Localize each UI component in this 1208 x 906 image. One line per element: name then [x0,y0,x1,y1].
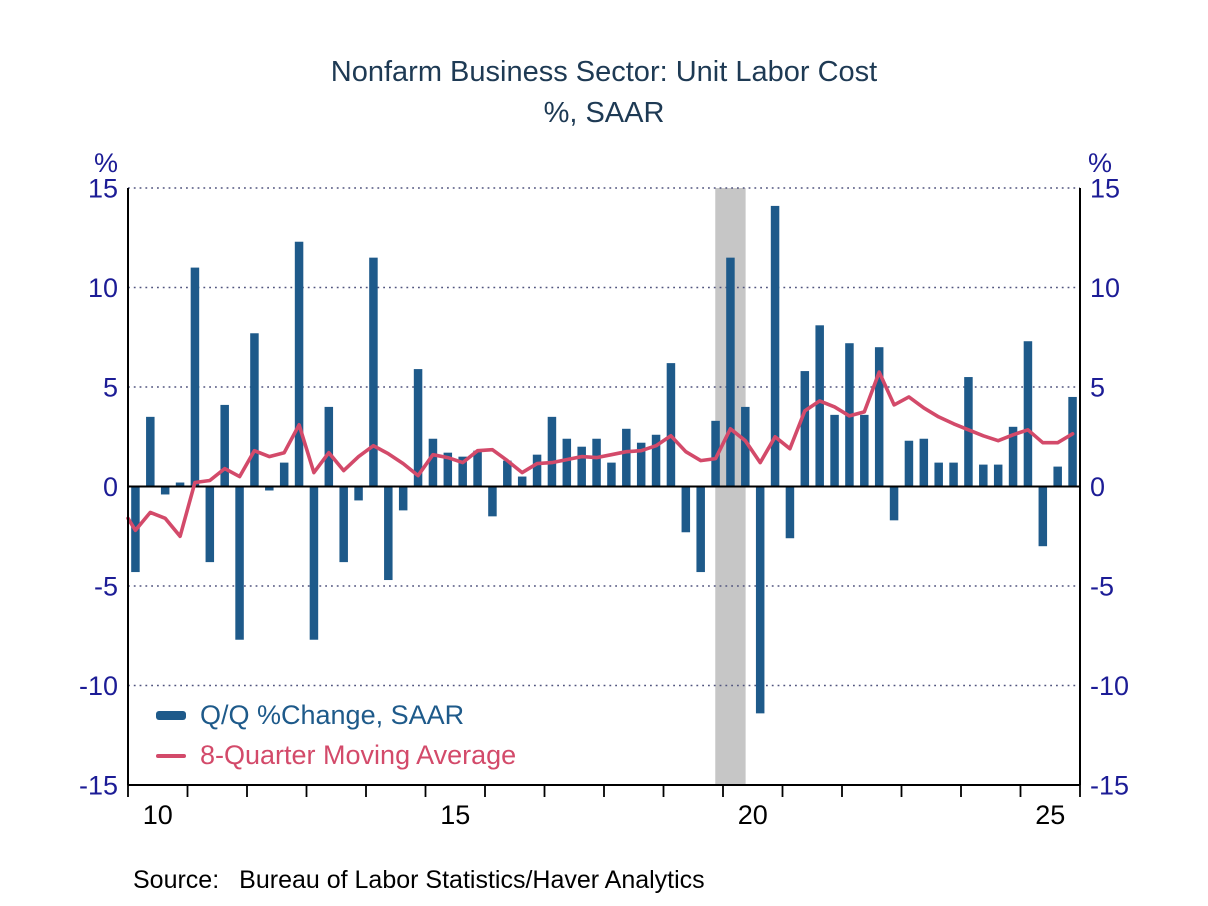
x-tick-label: 10 [143,800,173,830]
legend-label-line: 8-Quarter Moving Average [200,740,517,770]
source-text: Bureau of Labor Statistics/Haver Analyti… [239,866,705,894]
y-tick-label-left: -10 [79,671,118,701]
page-title: Nonfarm Business Sector: Unit Labor Cost… [0,52,1208,134]
bar [755,486,765,714]
bar [146,416,155,487]
bar [770,205,780,487]
bar [919,438,929,487]
chart-title-line2: %, SAAR [543,97,665,129]
bar [904,440,914,487]
moving-average-line [126,370,1075,539]
y-axis-unit-right: % [1088,148,1112,178]
bar [175,482,185,487]
bar [785,486,795,539]
bar [800,371,810,487]
bar [458,456,467,487]
bar [205,486,215,563]
bar [473,450,482,487]
bar [324,406,334,487]
y-tick-label-right: -10 [1090,671,1129,701]
bar [428,438,438,487]
bar [279,462,289,487]
y-tick-label-right: 10 [1090,273,1120,303]
bar [860,414,869,487]
y-tick-label-right: 5 [1090,373,1105,403]
bar [651,434,661,487]
x-tick-label: 25 [1035,800,1065,830]
bar [607,462,616,487]
bar [934,462,943,487]
bar [1053,466,1062,487]
y-tick-label-right: -15 [1090,771,1129,801]
bar [384,486,393,581]
bar [993,464,1003,487]
bar [443,452,453,487]
bar [354,486,363,501]
bar [726,257,735,487]
bar [235,486,244,640]
y-tick-label-left: 5 [103,373,118,403]
legend-item-bars: Q/Q %Change, SAAR [156,700,516,731]
source-label: Source: [133,866,220,894]
legend: Q/Q %Change, SAAR 8-Quarter Moving Avera… [156,700,516,771]
y-axis-unit-left: % [94,148,118,178]
y-tick-label-right: 15 [1090,174,1120,204]
bar [1023,341,1033,487]
bar [577,446,586,487]
bar [1068,396,1077,487]
bar [339,486,348,563]
y-tick-label-left: 10 [88,273,118,303]
bar [398,486,408,511]
y-tick-label-right: -5 [1090,572,1114,602]
bar [517,476,527,487]
y-tick-label-right: 0 [1090,472,1105,502]
bar-series-swatch-icon [156,711,186,720]
bar [830,414,839,487]
bar [160,486,170,495]
bar [964,377,973,487]
chart-title-line1: Nonfarm Business Sector: Unit Labor Cost [330,56,878,88]
bar [622,428,631,487]
legend-item-line: 8-Quarter Moving Average [156,740,516,771]
bar [1008,426,1018,487]
bar [413,369,423,487]
bar [979,464,988,487]
bar [636,442,646,487]
x-tick-label: 20 [738,800,768,830]
bar [190,267,200,487]
bar [488,486,497,517]
bar [889,486,899,521]
bar [369,257,378,487]
bar [592,438,601,487]
bar [711,420,720,487]
bar [250,333,259,487]
x-tick-label: 15 [440,800,470,830]
bar [220,404,229,487]
bar [874,347,884,487]
bar [815,325,824,487]
bar [547,416,557,487]
y-tick-label-left: -15 [79,771,118,801]
bar [309,486,319,640]
legend-label-bars: Q/Q %Change, SAAR [200,700,465,730]
bar [696,486,705,573]
bar [532,454,542,487]
bar [949,462,958,487]
bar [503,460,512,487]
line-series-swatch-icon [156,753,186,758]
bar [294,241,304,487]
bar [681,486,691,533]
y-tick-label-left: 0 [103,472,118,502]
bar [562,438,572,487]
bar [1038,486,1048,547]
y-tick-label-left: 15 [88,174,118,204]
source-note: Source: Bureau of Labor Statistics/Haver… [133,866,705,895]
bar [666,363,676,487]
bar [741,406,750,487]
bar [265,486,274,491]
y-tick-label-left: -5 [94,572,118,602]
